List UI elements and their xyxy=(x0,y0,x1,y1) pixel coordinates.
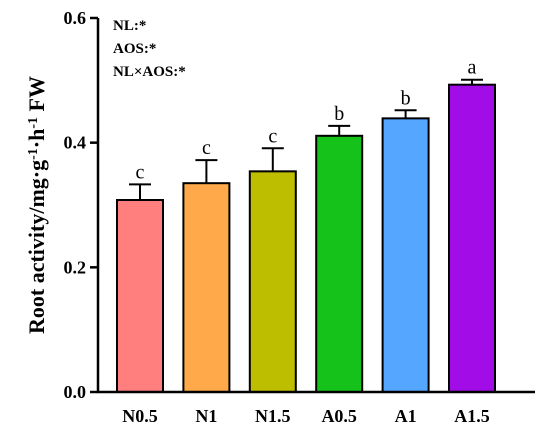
annotation-nl: NL:* xyxy=(113,18,146,34)
y-tick-label: 0.2 xyxy=(64,257,87,277)
y-tick-label: 0.6 xyxy=(64,8,87,28)
x-tick-label: N1 xyxy=(195,406,217,426)
bar xyxy=(381,117,430,394)
x-tick-label: N0.5 xyxy=(122,406,158,426)
bar xyxy=(116,199,164,393)
significance-letter: b xyxy=(334,103,344,125)
x-tick-label: N1.5 xyxy=(255,406,291,426)
significance-letter: b xyxy=(401,87,411,109)
bar xyxy=(248,170,297,393)
annotation-interaction: NL×AOS:* xyxy=(113,64,186,80)
significance-letter: a xyxy=(468,57,477,79)
y-tick-label: 0.0 xyxy=(64,382,87,402)
bars-layer xyxy=(116,78,496,394)
x-tick-label: A1 xyxy=(395,406,417,426)
labels-layer: 0.0 0.2 0.4 0.6 c N0.5 c N1 c N1.5 b A0.5 b A1 a A1.5 xyxy=(64,8,490,426)
significance-letter: c xyxy=(268,125,277,147)
y-axis-label: Root activity/mg·g-1·h-1 FW xyxy=(24,76,49,334)
bar xyxy=(182,182,231,393)
bar xyxy=(315,134,364,393)
x-tick-label: A0.5 xyxy=(321,406,357,426)
significance-letter: c xyxy=(202,137,211,159)
y-tick-label: 0.4 xyxy=(64,133,87,153)
annotation-aos: AOS:* xyxy=(113,41,156,57)
significance-letter: c xyxy=(136,161,145,183)
axes-layer xyxy=(90,16,535,394)
bar xyxy=(448,83,496,394)
x-tick-label: A1.5 xyxy=(454,406,490,426)
